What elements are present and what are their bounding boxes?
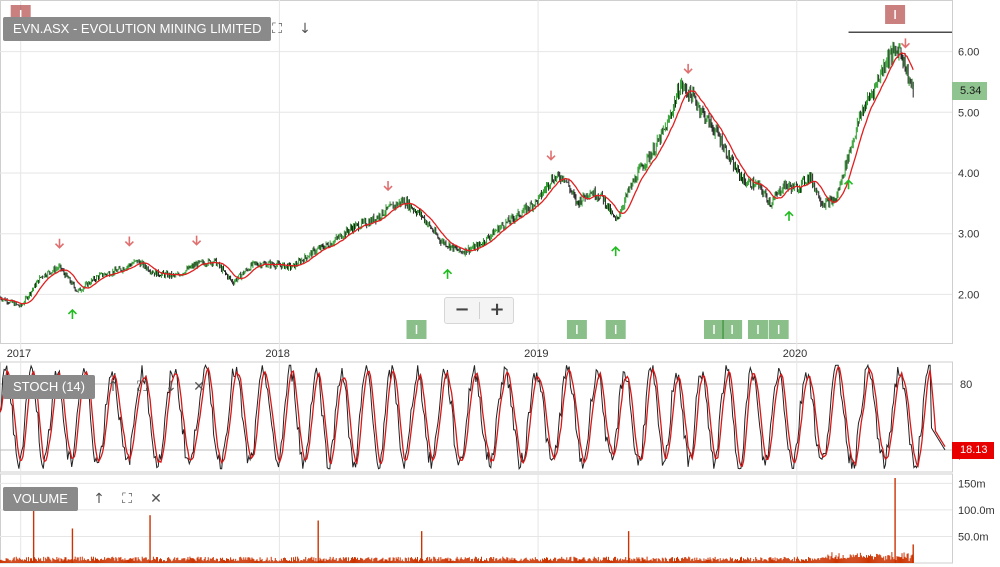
stoch-value-tag: 18.13 bbox=[952, 442, 994, 459]
stoch-d-line bbox=[0, 365, 946, 468]
volume-panel-label[interactable]: VOLUME bbox=[3, 487, 78, 511]
sell-arrow-icon bbox=[683, 63, 693, 74]
zoom-in-button[interactable]: + bbox=[489, 299, 505, 320]
moving-average-line bbox=[0, 52, 914, 305]
price-tick-label: 6.00 bbox=[958, 47, 979, 59]
stoch-panel-border bbox=[0, 361, 953, 473]
volume-tick-label: 100.0m bbox=[958, 505, 995, 517]
symbol-label[interactable]: EVN.ASX - EVOLUTION MINING LIMITED bbox=[3, 17, 272, 41]
buy-arrow-icon bbox=[442, 268, 453, 279]
signal-markers bbox=[10, 5, 906, 339]
buy-arrow-icon bbox=[784, 210, 794, 221]
zoom-control: − + bbox=[444, 297, 514, 324]
sell-arrow-icon bbox=[900, 38, 911, 49]
fullscreen-icon[interactable]: ⛶ bbox=[272, 21, 282, 37]
sell-arrow-icon bbox=[383, 181, 393, 192]
stoch-tick-label: 80 bbox=[960, 379, 972, 391]
stoch-panel-label[interactable]: STOCH (14) bbox=[3, 375, 95, 399]
close-icon[interactable]: ✕ bbox=[150, 491, 162, 507]
sell-arrow-icon bbox=[54, 238, 65, 249]
sell-arrow-icon bbox=[546, 150, 556, 161]
volume-tick-label: 50.0m bbox=[958, 531, 989, 543]
year-tick-label: 2019 bbox=[524, 348, 548, 360]
price-tick-label: 3.00 bbox=[958, 229, 979, 241]
arrow-down-icon[interactable]: ↓ bbox=[165, 379, 177, 395]
year-tick-label: 2017 bbox=[7, 348, 31, 360]
fullscreen-icon[interactable]: ⛶ bbox=[137, 379, 147, 395]
sell-arrow-icon bbox=[124, 236, 134, 247]
volume-panel-border bbox=[0, 473, 953, 564]
signal-arrows bbox=[54, 38, 911, 319]
volume-series bbox=[0, 478, 914, 563]
zoom-divider bbox=[479, 302, 480, 319]
year-tick-label: 2018 bbox=[265, 348, 289, 360]
year-tick-label: 2020 bbox=[783, 348, 807, 360]
price-panel-border bbox=[0, 0, 953, 344]
fullscreen-icon[interactable]: ⛶ bbox=[122, 491, 132, 507]
close-icon[interactable]: ✕ bbox=[193, 379, 205, 395]
grid-lines bbox=[0, 0, 953, 564]
arrow-up-icon[interactable]: ↑ bbox=[107, 379, 119, 395]
arrow-down-icon[interactable]: ↓ bbox=[299, 21, 311, 37]
buy-arrow-icon bbox=[67, 308, 78, 319]
price-tick-label: 2.00 bbox=[958, 289, 979, 301]
buy-arrow-icon bbox=[611, 245, 621, 257]
last-price-tag: 5.34 bbox=[952, 82, 988, 100]
buy-arrow-icon bbox=[843, 179, 854, 190]
price-tick-label: 4.00 bbox=[958, 168, 979, 180]
stoch-k-line bbox=[0, 363, 946, 470]
arrow-up-icon[interactable]: ↑ bbox=[93, 491, 105, 507]
volume-tick-label: 150m bbox=[958, 478, 986, 490]
price-tick-label: 5.00 bbox=[958, 107, 979, 119]
sell-arrow-icon bbox=[192, 235, 202, 246]
price-candles bbox=[0, 41, 914, 308]
axis-labels: 2.00 3.00 4.00 5.00 6.00 2017 2018 2019 2020 80 15… bbox=[7, 47, 995, 544]
zoom-out-button[interactable]: − bbox=[454, 299, 470, 320]
